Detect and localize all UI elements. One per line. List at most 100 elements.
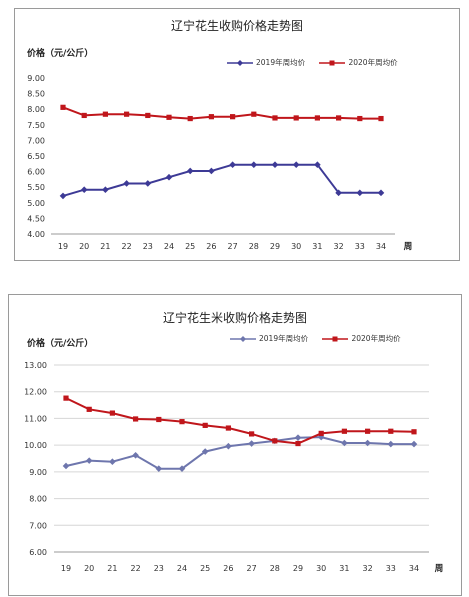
legend-item-2019: 2019年周均价 — [227, 57, 305, 68]
y-tick-label: 6.00 — [29, 548, 47, 557]
y-tick-label: 7.50 — [27, 121, 45, 130]
legend-label-2019: 2019年周均价 — [259, 334, 309, 343]
chart-title: 辽宁花生收购价格走势图 — [170, 19, 303, 33]
legend-swatch-2020 — [319, 60, 346, 65]
data-point — [317, 433, 325, 441]
x-tick-label: 23 — [154, 564, 164, 573]
data-point — [186, 167, 194, 175]
data-point — [225, 442, 232, 450]
x-tick-label: 30 — [291, 242, 301, 251]
y-tick-label: 11.00 — [24, 414, 47, 423]
data-point — [357, 115, 363, 122]
data-point — [202, 422, 208, 428]
data-point — [208, 167, 215, 175]
data-point — [341, 428, 347, 434]
x-tick-label: 30 — [316, 564, 326, 573]
x-tick-label: 27 — [247, 564, 257, 573]
data-point — [318, 430, 324, 436]
y-tick-label: 8.50 — [27, 90, 45, 99]
x-tick-label: 31 — [339, 564, 349, 573]
chart-plot: 6.00 7.00 8.00 9.00 10.00 11.00 12.00 13.00 19 20… — [24, 361, 444, 574]
data-point — [249, 431, 255, 437]
data-point — [411, 429, 417, 435]
x-tick-label: 24 — [177, 564, 187, 573]
data-point — [336, 115, 342, 121]
data-point — [123, 180, 130, 187]
data-point — [187, 115, 193, 122]
data-point — [80, 186, 88, 193]
data-point — [109, 410, 115, 416]
y-axis-label: 价格（元/公斤） — [27, 49, 94, 59]
data-point — [144, 180, 152, 187]
x-tick-label: 31 — [312, 242, 322, 251]
data-point — [335, 189, 342, 197]
x-tick-label: 32 — [334, 242, 344, 251]
data-point — [365, 428, 371, 434]
data-point — [166, 114, 172, 120]
data-point — [272, 438, 278, 444]
data-point — [292, 161, 300, 169]
data-point — [314, 161, 321, 169]
y-tick-label: 8.00 — [27, 105, 45, 114]
peanut-kernel-price-chart: 辽宁花生米收购价格走势图 价格（元/公斤） 2019年周均价 2020年周均价 … — [8, 294, 462, 596]
x-tick-label: 24 — [164, 242, 174, 251]
y-tick-label: 8.00 — [29, 495, 47, 504]
legend-item-2019: 2019年周均价 — [230, 333, 308, 344]
y-tick-label: 5.00 — [27, 199, 45, 208]
data-point — [388, 428, 394, 434]
data-point — [179, 419, 185, 425]
data-point — [250, 161, 258, 169]
y-tick-label: 12.00 — [24, 388, 47, 397]
x-tick-label: 34 — [409, 564, 419, 573]
y-tick-label: 10.00 — [24, 441, 47, 450]
x-tick-label: 19 — [61, 564, 71, 573]
y-tick-label: 5.50 — [27, 183, 45, 192]
data-point — [208, 114, 214, 120]
series-line-1 — [62, 106, 381, 120]
x-tick-label: 22 — [122, 242, 132, 251]
x-tick-label: 26 — [206, 242, 216, 251]
data-point — [272, 115, 278, 121]
y-tick-label: 4.00 — [27, 230, 45, 239]
data-point — [102, 111, 108, 117]
y-tick-label: 9.00 — [29, 468, 47, 477]
data-point — [251, 111, 257, 117]
peanut-price-chart: 辽宁花生收购价格走势图 价格（元/公斤） 2019年周均价 2020年周均价 4… — [14, 8, 460, 261]
x-axis-label: 周 — [435, 563, 444, 574]
legend-label-2019: 2019年周均价 — [256, 58, 306, 67]
x-tick-label: 26 — [223, 564, 233, 573]
data-point — [225, 425, 231, 431]
data-point — [178, 465, 186, 472]
y-tick-label: 7.00 — [29, 521, 47, 530]
data-point — [271, 161, 279, 169]
data-point — [156, 416, 162, 423]
x-tick-label: 22 — [131, 564, 141, 573]
data-point — [102, 186, 109, 193]
x-tick-label: 32 — [363, 564, 373, 573]
data-point — [60, 104, 66, 110]
data-point — [293, 115, 299, 121]
data-point — [356, 189, 364, 197]
legend-item-2020: 2020年周均价 — [319, 57, 398, 68]
x-tick-label: 29 — [293, 564, 303, 573]
legend-swatch-2019 — [227, 59, 253, 66]
legend-swatch-2019 — [230, 335, 256, 342]
x-tick-label: 33 — [386, 564, 396, 573]
data-point — [155, 465, 163, 472]
data-point — [387, 440, 395, 448]
y-tick-label: 4.50 — [27, 214, 45, 223]
y-tick-label: 9.00 — [27, 74, 45, 83]
data-point — [133, 416, 139, 422]
data-point — [314, 115, 320, 121]
x-tick-label: 21 — [107, 564, 117, 573]
data-point — [109, 458, 116, 466]
data-point — [132, 451, 139, 459]
data-point — [229, 161, 236, 169]
x-tick-label: 27 — [228, 242, 238, 251]
x-tick-label: 33 — [355, 242, 365, 251]
x-tick-label: 20 — [84, 564, 94, 573]
legend-swatch-2020 — [322, 336, 349, 341]
x-tick-label: 25 — [200, 564, 210, 573]
y-tick-label: 7.00 — [27, 136, 45, 145]
data-point — [201, 448, 209, 455]
